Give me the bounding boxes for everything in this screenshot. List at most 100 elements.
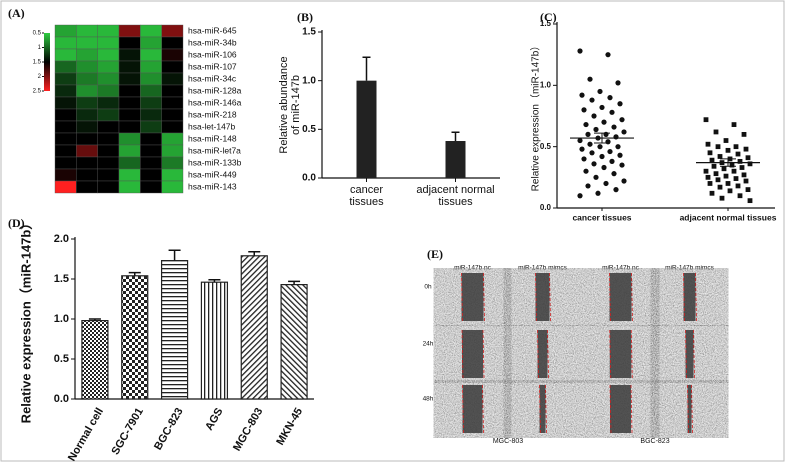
wound-edge	[631, 272, 633, 322]
wound-gap	[609, 330, 632, 378]
point	[589, 97, 595, 103]
row-label: hsa-miR-449	[188, 169, 237, 179]
heat-cell	[161, 144, 184, 158]
y-axis-label: Relative expression（miR-147b）	[530, 41, 542, 192]
row-label: hsa-miR-128a	[188, 85, 242, 95]
point	[731, 122, 737, 127]
point	[605, 52, 611, 58]
row-label: hsa-miR-218	[188, 109, 237, 119]
point	[707, 181, 713, 186]
heat-cell	[54, 120, 77, 134]
y-tick-label: 1.0	[302, 75, 316, 86]
point	[603, 180, 609, 187]
point	[583, 121, 589, 128]
row-label: hsa-miR-645	[188, 25, 237, 35]
heat-cell	[54, 84, 77, 98]
point	[611, 171, 617, 177]
y-tick-label: 0.0	[302, 173, 316, 184]
wound-edge	[695, 272, 697, 322]
point	[603, 131, 609, 137]
heat-cell	[118, 132, 141, 146]
point	[703, 117, 709, 123]
point	[723, 173, 729, 179]
point	[729, 162, 735, 168]
point	[745, 155, 751, 161]
wound-edge	[549, 272, 551, 322]
colorbar-label: 2	[38, 74, 42, 80]
heat-cell	[161, 96, 184, 110]
wound-edge	[547, 329, 549, 379]
row-label: hsa-miR-146a	[188, 97, 242, 107]
wound-gap	[687, 385, 692, 433]
error-bar	[362, 56, 371, 81]
heat-cell	[97, 24, 120, 38]
heat-cell	[161, 132, 184, 146]
wound-edge	[545, 384, 547, 434]
wound-edge	[609, 384, 612, 434]
heat-cell	[97, 120, 120, 134]
heat-cell	[54, 36, 77, 50]
wound-edge	[535, 272, 537, 322]
heat-cell	[76, 132, 98, 146]
y-tick-label: 0.5	[540, 142, 552, 151]
panel-label: (C)	[540, 10, 557, 24]
wound-edge	[482, 384, 484, 434]
point	[619, 162, 625, 168]
wound-gap	[610, 385, 631, 433]
heat-cell	[140, 168, 162, 182]
wound-gap	[535, 273, 550, 321]
point	[715, 177, 721, 183]
heat-cell	[54, 180, 77, 194]
heat-cell	[97, 72, 120, 86]
y-axis-label: Relative expression（miR-147b）	[18, 217, 33, 424]
point	[713, 171, 719, 177]
point	[593, 126, 599, 133]
wound-edge	[630, 329, 633, 379]
heat-cell	[161, 84, 184, 98]
wound-edge	[461, 329, 464, 379]
wound-edge	[683, 272, 685, 322]
wound-gap	[539, 385, 546, 433]
bar	[280, 284, 308, 400]
heat-cell	[140, 72, 162, 86]
point	[605, 139, 611, 145]
heat-cell	[97, 84, 120, 98]
point	[617, 152, 623, 158]
point	[723, 138, 729, 143]
point	[577, 48, 583, 54]
heat-cell	[118, 72, 141, 86]
point	[579, 92, 585, 98]
heat-cell	[140, 48, 162, 62]
point	[737, 193, 743, 199]
y-tick-label: 0.0	[54, 393, 69, 405]
heat-cell	[161, 180, 184, 194]
row-label: 24h	[423, 341, 434, 348]
y-tick-label: 1.0	[54, 313, 69, 325]
colorbar-label: 1	[38, 45, 42, 51]
wound-gap	[685, 330, 694, 378]
y-tick-label: 1.5	[540, 19, 552, 28]
point	[721, 166, 727, 172]
x-tick-label: cancer tissues	[349, 184, 384, 208]
point	[715, 144, 721, 150]
heat-cell	[161, 60, 184, 74]
point	[735, 151, 741, 157]
panel-label: (B)	[297, 10, 313, 24]
heat-cell	[76, 168, 98, 182]
point	[577, 137, 583, 144]
wound-edge	[483, 272, 485, 322]
y-tick-label: 2.0	[54, 233, 69, 245]
y-tick-label: 1.0	[540, 80, 552, 89]
heat-cell	[161, 24, 184, 38]
x-tick-label: Normal cell	[66, 406, 106, 462]
heat-cell	[54, 168, 77, 182]
heat-cell	[76, 24, 98, 38]
heat-cell	[140, 180, 162, 194]
heat-cell	[161, 108, 184, 122]
point	[589, 150, 595, 156]
heat-cell	[161, 168, 184, 182]
heat-cell	[140, 132, 162, 146]
point	[597, 144, 603, 150]
point	[609, 109, 615, 115]
